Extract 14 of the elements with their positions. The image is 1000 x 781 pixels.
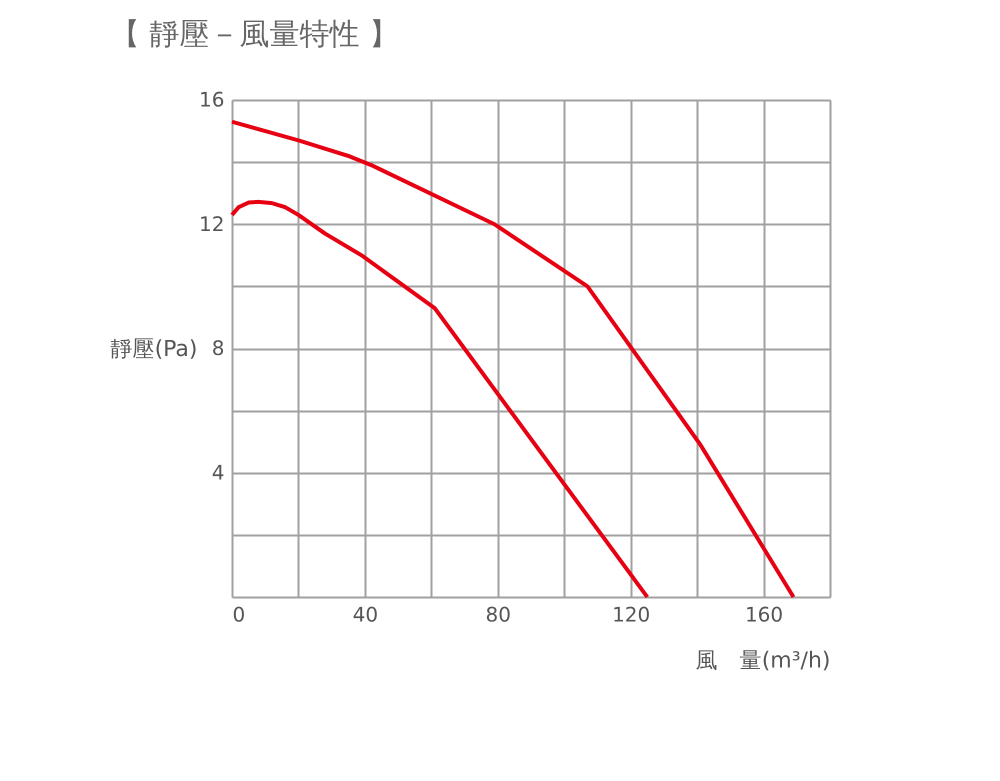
- y-axis-title: 靜壓(Pa): [110, 337, 198, 362]
- y-tick-label: 16: [199, 88, 224, 112]
- x-tick-label: 120: [612, 602, 650, 626]
- x-tick-label: 80: [486, 602, 512, 626]
- y-tick-label: 8: [212, 336, 224, 360]
- y-tick-label: 4: [212, 460, 224, 484]
- x-tick-label: 0: [232, 602, 246, 626]
- y-tick-label: 12: [199, 212, 224, 236]
- x-tick-label: 160: [744, 602, 784, 626]
- chart-title: 【 靜壓－風量特性 】: [110, 17, 400, 52]
- line-series: [230, 200, 650, 599]
- x-axis-title: 風 量(m³/h): [696, 648, 830, 674]
- x-tick-label: 40: [352, 602, 378, 626]
- line-series: [230, 120, 796, 599]
